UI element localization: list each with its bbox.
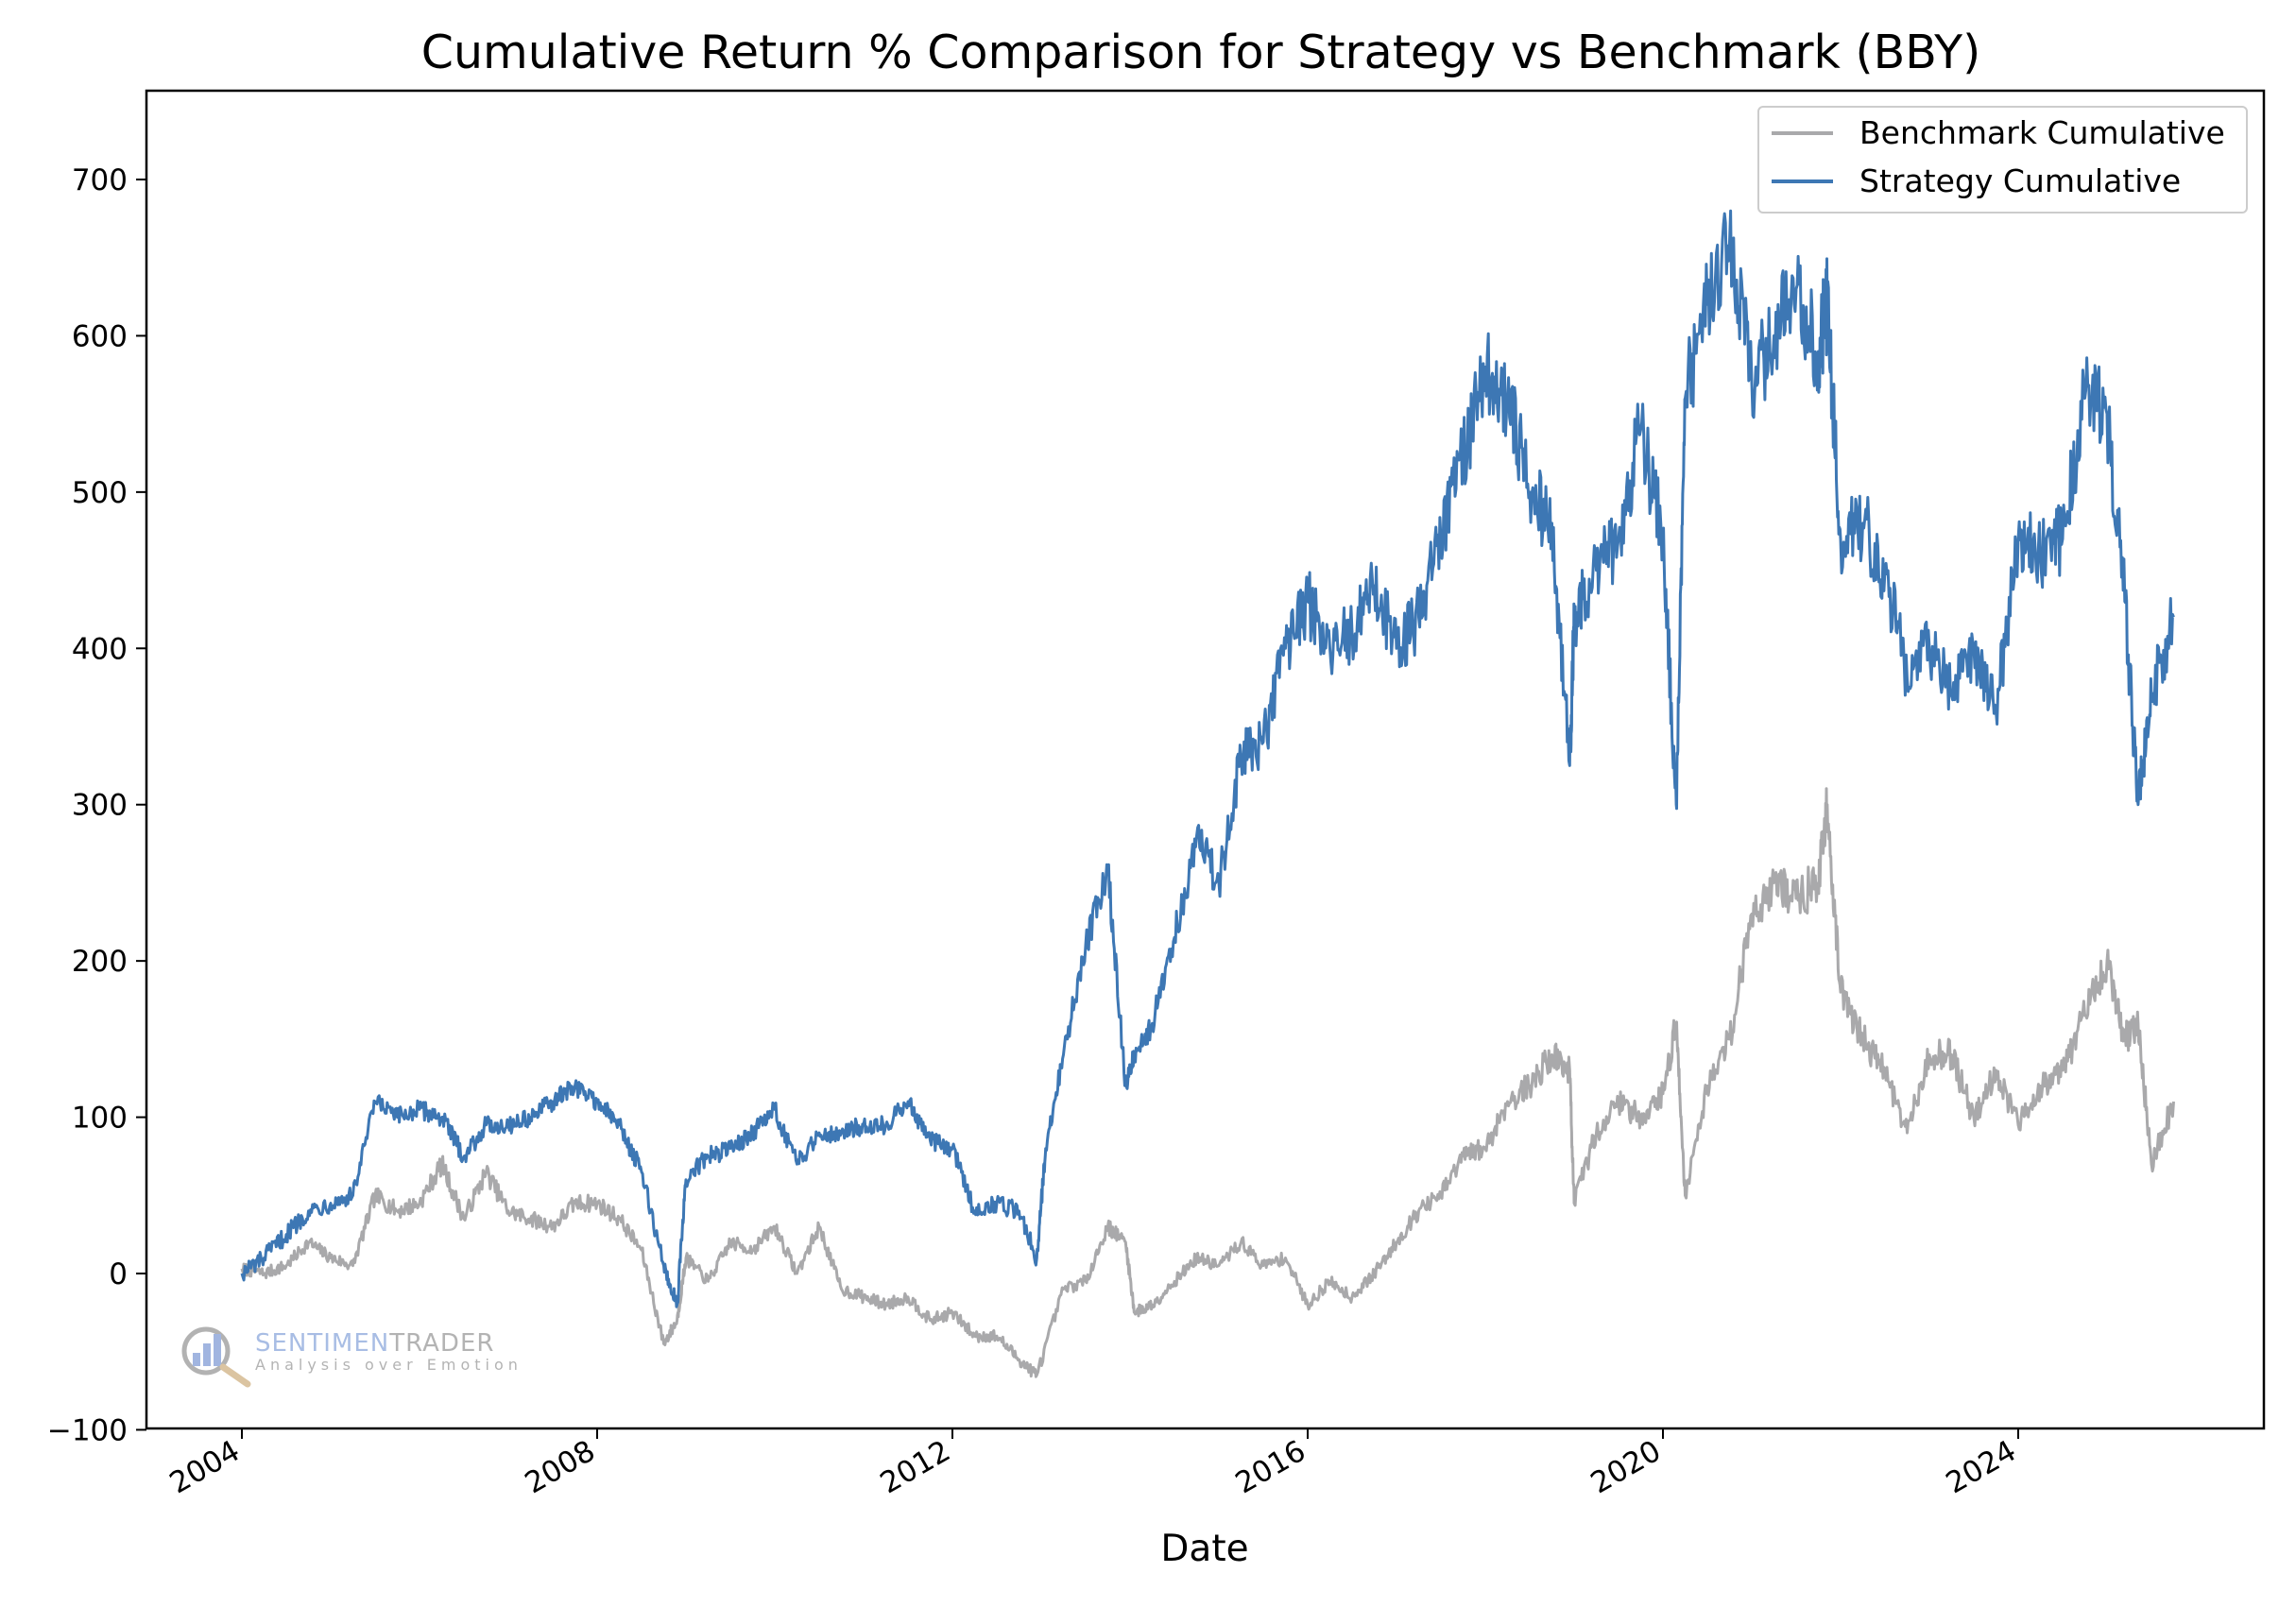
x-tick-label: 2020 — [1585, 1434, 1667, 1501]
x-tick-label: 2008 — [520, 1434, 601, 1501]
y-axis: −100 0 100 200 300 400 500 600 700 — [47, 163, 146, 1447]
series-layer — [240, 209, 2175, 1378]
legend-label-benchmark: Benchmark Cumulative — [1859, 114, 2225, 151]
y-tick-label: 0 — [109, 1257, 128, 1291]
watermark-tagline: Analysis over Emotion — [255, 1356, 523, 1374]
y-tick-label: 100 — [72, 1102, 128, 1136]
legend-label-strategy: Strategy Cumulative — [1859, 162, 2181, 199]
chart-title: Cumulative Return % Comparison for Strat… — [421, 26, 1980, 79]
plot-area — [145, 89, 2266, 1430]
legend-box — [1757, 106, 2248, 214]
y-tick-label: 300 — [72, 789, 128, 823]
benchmark-series-line — [240, 787, 2175, 1378]
watermark-bar-icon — [203, 1343, 211, 1366]
y-tick-label: 200 — [72, 945, 128, 979]
watermark-name: SENTIMENTRADER — [255, 1329, 494, 1358]
watermark-logo: SENTIMENTRADER Analysis over Emotion — [181, 1326, 523, 1388]
x-tick-label: 2024 — [1941, 1434, 2022, 1501]
watermark-handle-icon — [219, 1363, 251, 1388]
watermark-bar-icon — [214, 1334, 221, 1366]
y-tick-label: −100 — [47, 1413, 128, 1447]
watermark-bar-icon — [193, 1353, 200, 1366]
y-tick-label: 400 — [72, 632, 128, 666]
x-tick-label: 2004 — [164, 1434, 246, 1501]
watermark-name-part2: TRADER — [388, 1329, 494, 1358]
y-tick-label: 600 — [72, 319, 128, 353]
strategy-series-line — [240, 209, 2175, 1308]
x-axis-label: Date — [1160, 1528, 1248, 1570]
legend: Benchmark Cumulative Strategy Cumulative — [1757, 106, 2248, 214]
y-tick-label: 500 — [72, 476, 128, 510]
x-tick-label: 2012 — [875, 1434, 956, 1501]
y-tick-label: 700 — [72, 163, 128, 197]
x-axis: 2004 2008 2012 2016 2020 2024 — [164, 1428, 2022, 1500]
x-tick-label: 2016 — [1230, 1434, 1311, 1501]
watermark-name-part1: SENTIMEN — [255, 1329, 389, 1358]
watermark-ring-icon — [181, 1326, 231, 1376]
